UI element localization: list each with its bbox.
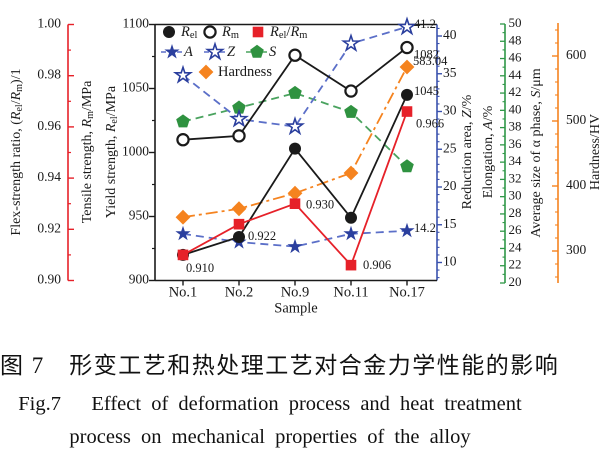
- svg-text:40: 40: [443, 27, 457, 42]
- figure-chart-area: 1100 1050 1000 950 900 Tensile strength, Rm/M…: [9, 15, 603, 317]
- svg-text:24: 24: [509, 239, 523, 254]
- svg-text:A: A: [183, 44, 193, 60]
- svg-text:Z: Z: [227, 44, 236, 60]
- svg-text:25: 25: [443, 140, 457, 155]
- svg-text:30: 30: [509, 188, 522, 203]
- legend-item-Hardness: Hardness: [198, 64, 272, 80]
- caption-line-en-2: process on mechanical properties of the …: [69, 426, 471, 448]
- svg-text:14.2: 14.2: [414, 221, 436, 235]
- svg-text:0.94: 0.94: [37, 169, 61, 184]
- svg-text:40: 40: [509, 101, 522, 116]
- svg-text:No.11: No.11: [333, 285, 368, 301]
- svg-text:No.1: No.1: [169, 285, 198, 301]
- series-Hardness: [175, 59, 415, 225]
- svg-text:0.930: 0.930: [306, 198, 334, 212]
- legend-item-A: A: [161, 44, 193, 60]
- axis-x: No.1 No.2 No.9 No.11 No.17 Sample: [155, 279, 437, 317]
- series-R_el/R_m: [177, 106, 413, 271]
- svg-text:28: 28: [509, 205, 522, 220]
- svg-text:0.922: 0.922: [248, 229, 276, 243]
- svg-text:Sample: Sample: [274, 301, 318, 316]
- svg-text:1082: 1082: [414, 47, 439, 61]
- svg-text:Hardness: Hardness: [218, 64, 272, 80]
- svg-text:0.90: 0.90: [37, 272, 61, 287]
- svg-text:20: 20: [443, 178, 457, 193]
- svg-text:1045: 1045: [414, 84, 439, 98]
- svg-text:36: 36: [509, 136, 523, 151]
- figure-caption: 图 7 形变工艺和热处理工艺对合金力学性能的影响 Fig.7 Effect of…: [0, 346, 560, 449]
- legend-item-Z: Z: [204, 41, 236, 61]
- svg-text:0.96: 0.96: [37, 118, 61, 133]
- svg-text:Rel: Rel: [180, 24, 197, 41]
- svg-text:42: 42: [509, 84, 522, 99]
- axis-blue: 40 35 30 25 20 15 10 Reduction area, Z/% Elongat…: [436, 24, 496, 281]
- svg-text:46: 46: [509, 50, 523, 65]
- svg-text:Hardness/HV: Hardness/HV: [588, 114, 603, 190]
- svg-text:38: 38: [509, 119, 522, 134]
- svg-text:500: 500: [566, 112, 587, 127]
- caption-line-zh: 图 7 形变工艺和热处理工艺对合金力学性能的影响: [0, 353, 560, 378]
- svg-text:0.910: 0.910: [186, 261, 214, 275]
- svg-text:900: 900: [129, 272, 150, 287]
- svg-text:20: 20: [509, 274, 522, 289]
- axis-orange: 600 500 400 300 Hardness/HV: [552, 23, 603, 283]
- legend-item-R_el: Rel: [163, 24, 197, 41]
- series-A: [175, 222, 415, 254]
- svg-text:15: 15: [443, 216, 457, 231]
- svg-text:41.2: 41.2: [414, 17, 436, 31]
- svg-text:950: 950: [129, 208, 150, 223]
- svg-text:0.98: 0.98: [37, 67, 61, 82]
- svg-text:0.906: 0.906: [363, 258, 391, 272]
- series-Z: [172, 16, 418, 136]
- svg-text:34: 34: [509, 153, 523, 168]
- svg-text:0.92: 0.92: [37, 220, 61, 235]
- svg-text:1.00: 1.00: [37, 16, 61, 31]
- svg-text:10: 10: [443, 254, 457, 269]
- svg-text:S: S: [269, 44, 277, 60]
- svg-text:400: 400: [566, 177, 587, 192]
- svg-text:No.2: No.2: [225, 285, 254, 301]
- svg-text:1000: 1000: [122, 144, 149, 159]
- svg-text:1100: 1100: [123, 16, 150, 31]
- svg-text:Yield strength, Rel/MPa: Yield strength, Rel/MPa: [104, 85, 120, 218]
- svg-text:26: 26: [509, 222, 523, 237]
- svg-text:22: 22: [509, 257, 522, 272]
- svg-text:600: 600: [566, 47, 587, 62]
- svg-text:Flex-strength ratio, (Rel/Rm)/: Flex-strength ratio, (Rel/Rm)/1: [9, 68, 25, 235]
- svg-text:No.17: No.17: [389, 285, 425, 301]
- svg-text:1050: 1050: [122, 80, 149, 95]
- axis-green: 50 48 46 44 42 40 38 36 34 32 30 28 26 24 22 20 Average …: [500, 15, 544, 289]
- svg-text:30: 30: [443, 103, 457, 118]
- series-R_m: [176, 40, 414, 147]
- svg-text:44: 44: [509, 67, 523, 82]
- svg-text:Rm: Rm: [221, 24, 239, 41]
- legend: Rel Rm Rel/Rm A Z S Hardness: [161, 24, 307, 80]
- legend-item-R_m: Rm: [203, 24, 239, 41]
- svg-text:Elongation, A/%: Elongation, A/%: [481, 105, 496, 198]
- axis-strength: 1100 1050 1000 950 900 Tensile strength, Rm/M…: [80, 16, 156, 287]
- svg-text:Rel/Rm: Rel/Rm: [269, 24, 307, 41]
- svg-text:300: 300: [566, 242, 587, 257]
- data-labels: 0.910 0.922 0.930 0.906 0.966 1082 1045 583.04 4…: [186, 17, 448, 275]
- legend-item-S: S: [246, 44, 277, 60]
- svg-text:583.04: 583.04: [413, 54, 448, 68]
- svg-text:0.966: 0.966: [416, 116, 444, 130]
- svg-text:50: 50: [509, 15, 522, 30]
- legend-item-R_el/R_m: Rel/Rm: [252, 24, 307, 41]
- svg-text:32: 32: [509, 170, 522, 185]
- svg-text:No.9: No.9: [281, 285, 310, 301]
- caption-line-en-1: Fig.7 Effect of deformation process and …: [18, 393, 522, 415]
- svg-text:Tensile strength, Rm/MPa: Tensile strength, Rm/MPa: [80, 80, 96, 223]
- svg-text:Average size of α phase, S/μm: Average size of α phase, S/μm: [529, 68, 544, 237]
- axis-ratio: 1.00 0.98 0.96 0.94 0.92 0.90 Flex-strength ra…: [9, 16, 74, 287]
- svg-text:35: 35: [443, 65, 457, 80]
- svg-text:Reduction area, Z/%: Reduction area, Z/%: [460, 94, 475, 209]
- series-S: [176, 85, 414, 173]
- svg-text:48: 48: [509, 32, 522, 47]
